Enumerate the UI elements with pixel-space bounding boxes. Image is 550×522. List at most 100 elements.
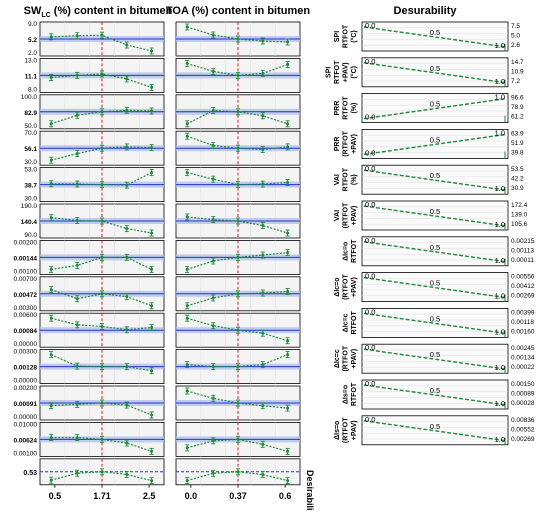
mid-data-point <box>185 479 189 483</box>
response-range-label: 172.4 <box>511 202 528 209</box>
mid-data-point <box>236 292 240 296</box>
left-data-point <box>125 108 129 112</box>
desirability-value-label: 0.5 <box>430 28 440 37</box>
response-range-label: 7.5 <box>511 23 520 30</box>
response-name-line: RTFOT <box>343 167 350 191</box>
left-y-tick-label: 82.9 <box>24 110 37 117</box>
desirability-row-frame <box>361 379 509 410</box>
desirability-value-label: 0.5 <box>430 100 440 109</box>
desirability-row-frame <box>361 93 509 123</box>
left-data-point <box>49 316 53 320</box>
left-response-line <box>51 471 152 482</box>
left-data-point <box>75 152 79 156</box>
left-response-line <box>51 146 152 161</box>
response-name-line: +PAV) <box>343 62 350 82</box>
left-y-tick-label: 0.00624 <box>14 437 38 444</box>
mid-data-point <box>286 353 290 357</box>
response-range-label: 0.00399 <box>511 309 535 316</box>
response-name-line: (RTFOT <box>343 417 350 443</box>
mid-x-tick-label: 0.6 <box>279 491 292 501</box>
left-data-point <box>49 267 53 271</box>
response-name-line: (%) <box>351 174 358 185</box>
left-panel-grid: 9.0 5.2 2.013.0 11.1 8.0100.0 82.9 50.070.0 56.… <box>14 21 165 501</box>
mid-data-point <box>185 316 189 320</box>
desirability-value-label: 1.0 <box>495 184 505 193</box>
left-y-tick-label: 0.00000 <box>14 341 38 348</box>
response-name-line: VAI <box>334 210 341 221</box>
left-y-tick-label: 5.2 <box>28 37 37 44</box>
mid-data-point <box>286 449 290 453</box>
left-y-tick-label: 0.00091 <box>14 401 38 408</box>
left-data-point <box>100 255 104 259</box>
left-data-point <box>150 369 154 373</box>
response-name-label: PRR (RTFOT +PAV) <box>334 130 358 156</box>
left-data-point <box>75 219 79 223</box>
left-data-point <box>150 146 154 150</box>
left-y-tick-label: 0.00700 <box>14 276 38 283</box>
response-name-line: PRR <box>334 101 341 116</box>
desirability-value-label: 1.0 <box>495 41 505 50</box>
mid-data-point <box>261 39 265 43</box>
mid-x-tick-label: 0.0 <box>185 491 198 501</box>
desirability-value-label: 0.5 <box>430 350 440 359</box>
response-name-line: (RTFOT <box>343 345 350 371</box>
left-data-point <box>75 402 79 406</box>
mid-data-point <box>211 439 215 443</box>
mid-data-point <box>261 331 265 335</box>
left-data-point <box>125 145 129 149</box>
mid-data-point <box>286 479 290 483</box>
left-y-tick-label: 8.0 <box>28 86 37 93</box>
mid-data-point <box>211 33 215 37</box>
left-y-tick-label: 0.00300 <box>14 349 38 356</box>
middle-panel-grid: 0.0 0.37 0.6 <box>175 21 301 501</box>
mid-data-point <box>236 365 240 369</box>
left-y-tick-label: 50.0 <box>24 123 37 130</box>
mid-data-point <box>261 114 265 118</box>
left-y-tick-label: 30.0 <box>24 196 37 203</box>
left-data-point <box>49 76 53 80</box>
left-data-point <box>150 85 154 89</box>
response-range-label: 0.00118 <box>511 319 534 326</box>
left-y-tick-label: 0.53 <box>23 470 37 477</box>
response-name-line: (RTFOT <box>343 274 350 300</box>
response-name-line: RTFOT <box>334 60 341 84</box>
mid-data-point <box>261 291 265 295</box>
desirability-value-label: 0.0 <box>365 200 375 209</box>
left-data-point <box>150 171 154 175</box>
mid-response-line <box>186 290 288 307</box>
left-response-line <box>51 256 152 270</box>
left-y-tick-label: 0.00600 <box>14 312 38 319</box>
mid-data-point <box>185 446 189 450</box>
desirability-row-frame <box>361 343 509 374</box>
mid-data-point <box>185 215 189 219</box>
mid-data-point <box>286 180 290 184</box>
response-range-label: 0.00269 <box>511 436 535 443</box>
left-data-point <box>49 478 53 482</box>
response-range-label: 96.6 <box>511 95 524 102</box>
mid-data-point <box>236 437 240 441</box>
left-data-point <box>49 404 53 408</box>
mid-data-point <box>185 122 189 126</box>
response-range-label: 0.00011 <box>511 257 534 264</box>
desirability-value-label: 0.5 <box>430 386 440 395</box>
left-data-point <box>125 365 129 369</box>
response-range-label: 53.5 <box>511 166 524 173</box>
desirability-value-label: 0.0 <box>365 113 375 122</box>
desirability-value-label: 0.0 <box>365 164 375 173</box>
desirability-row-frame <box>361 415 509 446</box>
left-y-tick-label: 70.0 <box>24 130 37 137</box>
response-name-line: ΔIs=o <box>343 385 350 404</box>
response-name-label: ΔIc=c (RTFOT +PAV) <box>334 345 358 371</box>
left-data-point <box>100 365 104 369</box>
desirability-value-label: 1.0 <box>495 128 505 137</box>
left-data-point <box>100 183 104 187</box>
mid-data-point <box>211 108 215 112</box>
response-range-label: 30.9 <box>511 185 524 192</box>
left-data-point <box>49 353 53 357</box>
left-y-tick-label: 0.00084 <box>14 328 38 335</box>
left-data-point <box>49 35 53 39</box>
left-data-point <box>150 304 154 308</box>
mid-data-point <box>261 71 265 75</box>
response-name-line: ΔIc=o <box>343 242 350 261</box>
